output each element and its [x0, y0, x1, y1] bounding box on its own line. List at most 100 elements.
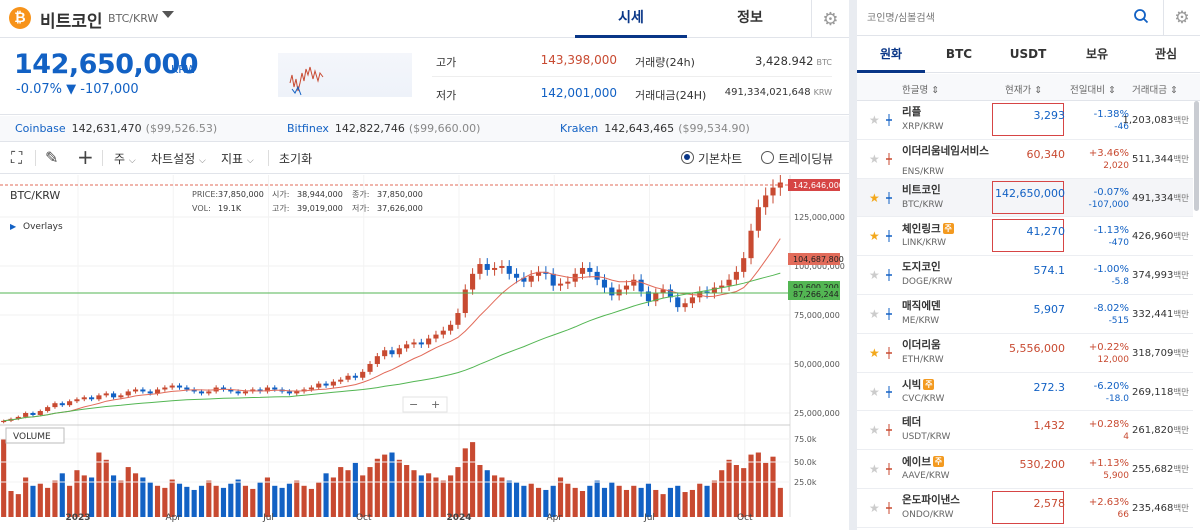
- tab-usdt[interactable]: USDT: [1009, 47, 1047, 61]
- col-name-sort[interactable]: 한글명 ⇕: [902, 85, 940, 96]
- volume-bar: [103, 459, 109, 517]
- ma-tag-1: [788, 253, 840, 265]
- coin-name: 비트코인: [902, 183, 941, 196]
- volume-bar: [492, 475, 498, 517]
- basic-chart-radio[interactable]: [681, 151, 694, 164]
- favorite-star-icon[interactable]: ★: [869, 306, 880, 321]
- coin-row[interactable]: ★ 시빅 주 CVC/KRW 272.3 -6.20% -18.0 269,118백만: [857, 373, 1193, 412]
- tab-krw[interactable]: 원화: [857, 37, 925, 73]
- tab-btc[interactable]: BTC: [945, 47, 973, 61]
- volume-bar: [257, 482, 263, 517]
- market-settings-gear-icon[interactable]: ⚙: [1163, 0, 1200, 36]
- settings-gear-icon[interactable]: ⚙: [811, 0, 849, 38]
- coin-row[interactable]: ★ 체인링크 주 LINK/KRW 41,270 -1.13% -470 426,960백만: [857, 217, 1193, 257]
- volume-bar: [535, 487, 542, 517]
- candle-body: [733, 271, 739, 280]
- coin-row[interactable]: ★ 이더리움 ETH/KRW 5,556,000 +0.22% 12,000 318,709…: [857, 334, 1193, 373]
- favorite-star-icon[interactable]: ★: [869, 345, 880, 360]
- favorite-star-icon[interactable]: ★: [869, 384, 880, 399]
- coin-row[interactable]: ★ 도지코인 DOGE/KRW 574.1 -1.00% -5.8 374,993백만: [857, 256, 1193, 295]
- candle-body: [118, 395, 124, 398]
- coin-row[interactable]: ★ 이더리움네임서비스 ENS/KRW 60,340 +3.46% 2,020 511,34…: [857, 140, 1193, 179]
- favorite-star-icon[interactable]: ★: [869, 268, 880, 283]
- price-chart[interactable]: 125,000,000 100,000,000 75,000,000 50,000,0…: [0, 174, 849, 530]
- volume-bar: [675, 485, 681, 517]
- overlays-toggle-icon: ▶: [10, 222, 17, 231]
- crosshair-icon[interactable]: +: [77, 145, 94, 169]
- favorite-star-icon[interactable]: ★: [869, 113, 880, 127]
- volume-bar: [206, 480, 212, 517]
- coin-change-abs: -46: [1114, 122, 1129, 132]
- info-open: 38,944,000: [297, 190, 343, 199]
- candle-body: [242, 391, 249, 394]
- coin-name: 리플: [902, 106, 922, 118]
- reset-button[interactable]: 초기화: [279, 152, 313, 166]
- candle-body: [528, 275, 534, 282]
- divider: [35, 150, 36, 166]
- candle-body: [719, 285, 725, 288]
- scrollbar[interactable]: [1194, 101, 1199, 211]
- zoom-in-button[interactable]: +: [431, 398, 440, 411]
- coin-change-pct: -0.07%: [1093, 186, 1129, 198]
- candle-body: [565, 281, 571, 284]
- coin-row[interactable]: ★ 에이브 주 AAVE/KRW 530,200 +1.13% 5,900 255,682백만: [857, 450, 1193, 489]
- coin-row[interactable]: ★ 매직에덴 ME/KRW 5,907 -8.02% -515 332,441백만: [857, 295, 1193, 334]
- favorite-star-icon[interactable]: ★: [869, 229, 880, 244]
- overlays-label: Overlays: [23, 222, 63, 232]
- zoom-out-button[interactable]: −: [409, 398, 418, 411]
- favorite-star-icon[interactable]: ★: [869, 500, 880, 515]
- volume-bar: [660, 494, 666, 517]
- col-price-sort[interactable]: 현재가 ⇕: [1005, 85, 1043, 96]
- pair-dropdown-caret-icon[interactable]: [162, 11, 174, 18]
- col-change-sort[interactable]: 전일대비 ⇕: [1070, 85, 1116, 96]
- volume-24h-label: 거래량(24h): [635, 56, 695, 69]
- volume-bar: [579, 491, 586, 517]
- volume-bar: [741, 468, 747, 517]
- coin-change-abs: -5.8: [1111, 277, 1129, 288]
- volume-bar: [220, 487, 227, 517]
- candle-body: [689, 297, 695, 304]
- candle-body: [184, 387, 190, 390]
- search-icon[interactable]: [1133, 8, 1149, 24]
- coin-row[interactable]: ★ 온도파이낸스 ONDO/KRW 2,578 +2.63% 66 235,468백만: [857, 489, 1193, 528]
- period-select[interactable]: 주 ⌵: [114, 152, 136, 166]
- tradingview-radio[interactable]: [761, 151, 774, 164]
- coin-row[interactable]: ★ 테더 USDT/KRW 1,432 +0.28% 4 261,820백만: [857, 411, 1193, 451]
- candle-body: [623, 285, 630, 290]
- exchange-bitfinex: Bitfinex 142,822,746 ($99,660.00): [287, 122, 481, 135]
- favorite-star-icon[interactable]: ★: [869, 423, 880, 438]
- coin-row[interactable]: ★ 비트코인 BTC/KRW 142,650,000 -0.07% -107,000 491…: [857, 178, 1193, 218]
- coin-change-pct: -1.38%: [1093, 109, 1129, 120]
- volume-bar: [330, 477, 336, 517]
- price-chart-svg[interactable]: 125,000,000 100,000,000 75,000,000 50,000,0…: [0, 174, 849, 530]
- trend-mini-icon: [886, 114, 892, 126]
- chart-settings-menu[interactable]: 차트설정 ⌵: [151, 152, 206, 166]
- coin-change-pct: +0.28%: [1088, 419, 1129, 431]
- tab-holdings[interactable]: 보유: [1085, 47, 1109, 61]
- trend-mini-icon: [886, 463, 892, 476]
- tab-quote[interactable]: 시세: [575, 0, 687, 38]
- coin-row[interactable]: ★ 리플 XRP/KRW 3,293 -1.38% -46 1,203,083백만: [857, 101, 1193, 140]
- volume-tick-label: 50.0k: [794, 458, 817, 467]
- chart-toolbar: ⛶ ✎ + 주 ⌵ 차트설정 ⌵ 지표 ⌵ 초기화 기본차트 트레이딩뷰: [0, 142, 849, 174]
- col-volume-sort[interactable]: 거래대금 ⇕: [1132, 85, 1178, 96]
- tab-info[interactable]: 정보: [737, 10, 763, 26]
- info-vol-label: VOL:: [192, 204, 211, 213]
- candle-body: [235, 391, 241, 394]
- volume-bar: [484, 470, 490, 517]
- coin-volume: 235,468백만: [1132, 502, 1189, 514]
- favorite-star-icon[interactable]: ★: [869, 462, 880, 477]
- volume-bar: [704, 485, 710, 517]
- favorite-star-icon[interactable]: ★: [869, 151, 880, 166]
- draw-pencil-icon[interactable]: ✎: [45, 148, 59, 167]
- fullscreen-icon[interactable]: ⛶: [11, 148, 23, 167]
- search-input[interactable]: [867, 9, 1117, 27]
- coin-change-abs: -107,000: [1088, 199, 1129, 210]
- volume-bar: [74, 470, 80, 517]
- favorite-star-icon[interactable]: ★: [869, 190, 880, 205]
- tab-favorites[interactable]: 관심: [1154, 47, 1178, 61]
- indicators-menu[interactable]: 지표 ⌵: [221, 152, 254, 166]
- candle-body: [770, 187, 776, 196]
- x-tick-label: Oct: [356, 513, 372, 523]
- candle-body: [748, 230, 754, 259]
